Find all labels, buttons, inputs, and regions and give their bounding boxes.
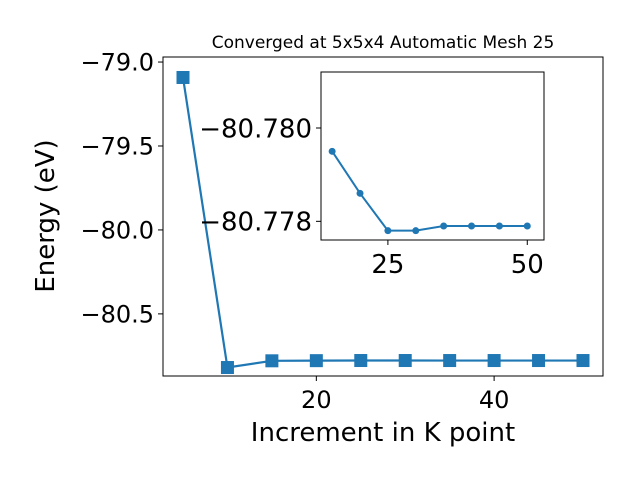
data-point (220, 361, 234, 375)
y-tick-label: −80.0 (80, 217, 154, 245)
inset-series-line (331, 150, 528, 232)
inset-plot: 25 50 −80.778 −80.780 (199, 71, 545, 280)
main-series-line (181, 77, 583, 369)
x-tick-label: 20 (301, 386, 332, 414)
data-point (384, 227, 392, 235)
data-point (523, 222, 531, 230)
main-y-ticks: −79.0 −79.5 −80.0 −80.5 (80, 49, 163, 329)
y-tick-label: −80.778 (199, 208, 312, 238)
data-point (356, 189, 364, 197)
main-series-markers (176, 70, 590, 375)
x-tick-label: 25 (371, 250, 404, 280)
main-plot-frame (162, 56, 604, 377)
data-point (265, 354, 279, 368)
inset-y-ticks: −80.778 −80.780 (199, 114, 321, 238)
data-point (176, 70, 190, 84)
data-point (487, 354, 501, 368)
data-point (398, 354, 412, 368)
data-point (354, 354, 368, 368)
y-tick-label: −79.5 (80, 133, 154, 161)
main-y-axis-label: Energy (eV) (31, 139, 61, 292)
y-tick-label: −80.780 (199, 114, 312, 144)
main-chart-title: Converged at 5x5x4 Automatic Mesh 25 (212, 33, 555, 53)
x-tick-label: 40 (479, 386, 510, 414)
data-point (532, 354, 546, 368)
data-point (468, 222, 476, 230)
inset-x-ticks: 25 50 (371, 240, 544, 280)
main-x-axis-label: Increment in K point (251, 418, 515, 448)
series-line-0 (181, 77, 583, 369)
data-point (443, 354, 457, 368)
x-tick-label: 50 (511, 250, 544, 280)
inset-background (321, 72, 544, 240)
y-tick-label: −80.5 (80, 301, 154, 329)
main-plot: 20 40 −79.0−79.5−80.0−80.5 Converged at 5… (31, 33, 604, 448)
data-point (440, 222, 448, 230)
data-point (576, 354, 590, 368)
data-point (412, 227, 420, 235)
inset-plot-frame (320, 71, 545, 241)
main-x-ticks: 20 40 (301, 376, 509, 414)
data-point (495, 222, 503, 230)
data-point (309, 354, 323, 368)
series-line-0 (331, 150, 528, 232)
y-tick-label: −79.0 (80, 49, 154, 77)
data-point (328, 147, 336, 155)
inset-series-markers (328, 147, 531, 235)
